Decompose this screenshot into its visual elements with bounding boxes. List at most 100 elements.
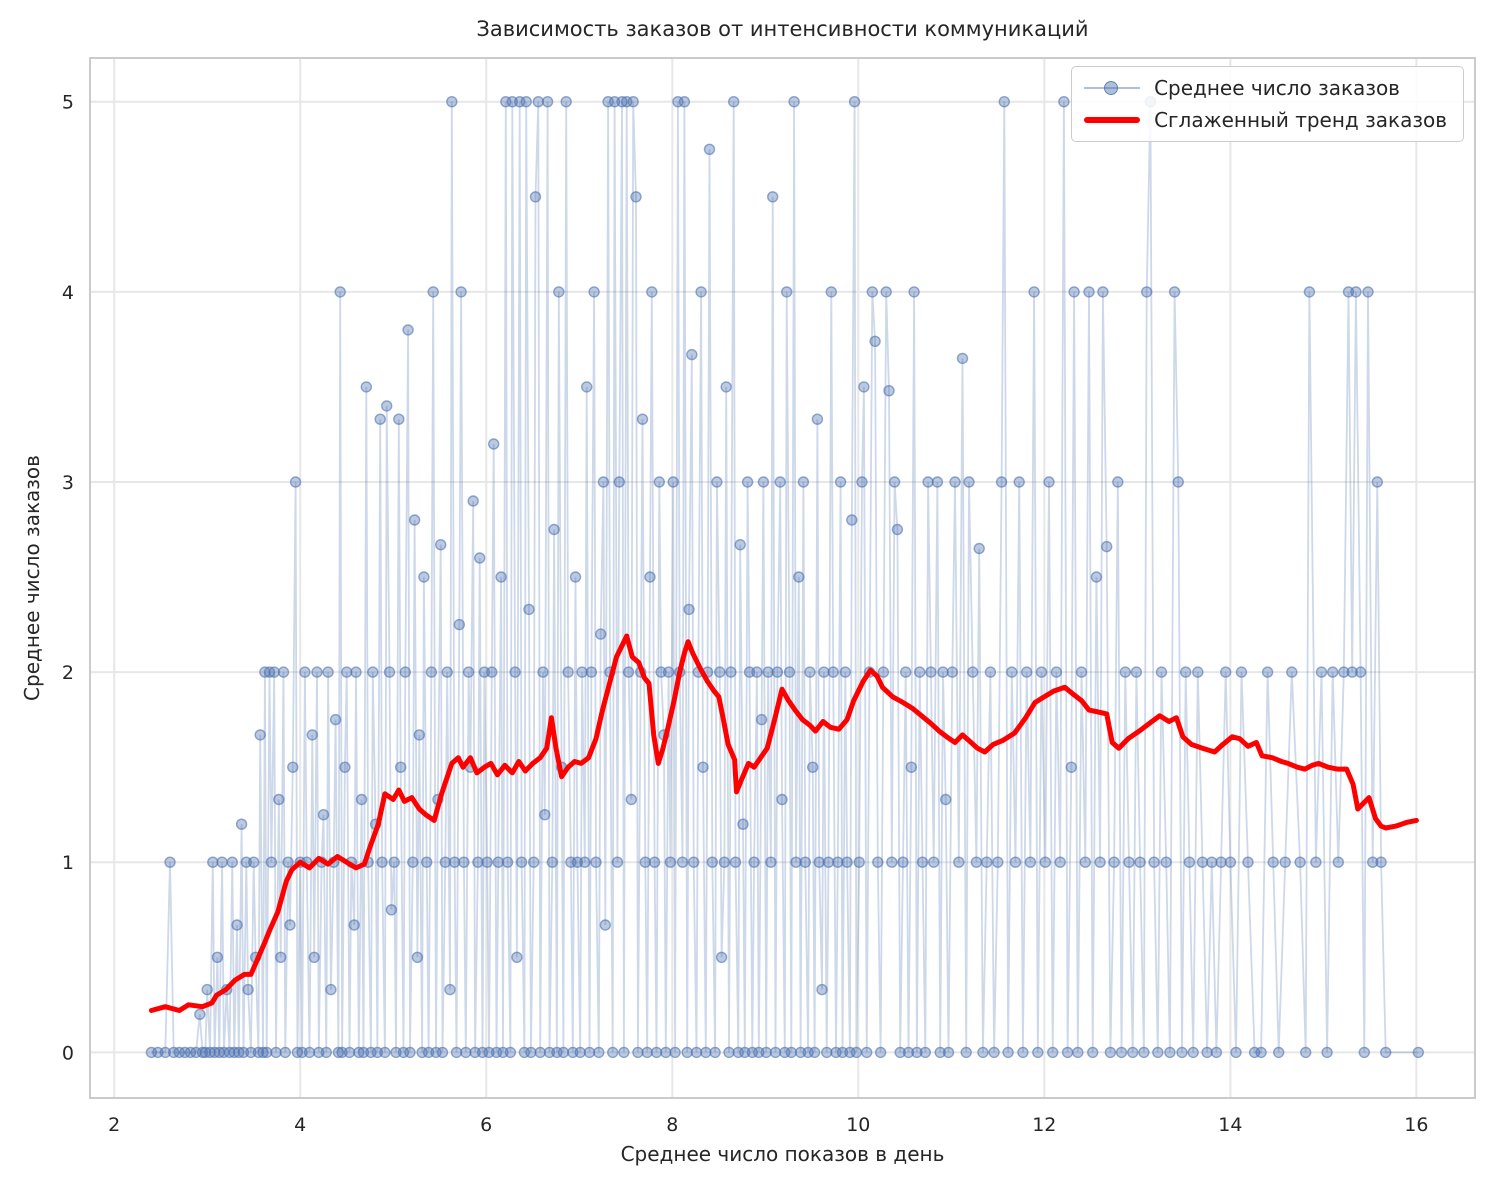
- scatter-point: [1255, 1046, 1267, 1059]
- scatter-point: [992, 856, 1004, 868]
- scatter-point: [639, 856, 651, 868]
- scatter-point: [1130, 666, 1143, 678]
- scatter-point: [553, 286, 565, 298]
- x-tick-label: 14: [1218, 1114, 1242, 1136]
- scatter-point: [1046, 1046, 1059, 1059]
- y-tick-label: 1: [62, 852, 74, 874]
- scatter-point: [560, 95, 572, 108]
- scatter-point: [1358, 1046, 1371, 1059]
- scatter-point: [441, 666, 453, 678]
- scatter-point: [925, 666, 937, 678]
- scatter-point: [973, 542, 985, 555]
- scatter-point: [1183, 856, 1196, 868]
- scatter-point: [1224, 856, 1237, 868]
- scatter-point: [1350, 286, 1362, 298]
- scatter-point: [1332, 856, 1345, 868]
- scatter-point: [821, 1046, 833, 1059]
- scatter-point: [537, 666, 549, 678]
- scatter-point: [660, 1046, 672, 1059]
- scatter-point: [1201, 1046, 1213, 1059]
- scatter-point: [942, 1046, 955, 1059]
- scatter-point: [1379, 1046, 1392, 1059]
- scatter-point: [808, 1046, 821, 1059]
- scatter-point: [247, 856, 260, 868]
- x-tick-label: 4: [294, 1114, 306, 1136]
- scatter-point: [1242, 856, 1254, 868]
- scatter-point: [284, 919, 296, 931]
- scatter-point: [164, 856, 176, 868]
- scatter-point: [703, 143, 716, 156]
- scatter-point: [622, 666, 635, 678]
- scatter-point: [407, 856, 419, 868]
- scatter-point: [216, 856, 228, 868]
- scatter-point: [1168, 286, 1181, 298]
- scatter-point: [439, 856, 451, 868]
- scatter-point: [869, 335, 881, 347]
- scatter-point: [627, 95, 639, 108]
- scatter-point: [455, 286, 467, 298]
- scatter-point: [231, 919, 243, 931]
- scatter-point: [329, 713, 342, 726]
- scatter-point: [880, 286, 892, 298]
- scatter-point: [1104, 1046, 1117, 1059]
- scatter-point: [897, 856, 909, 868]
- scatter-point: [1192, 666, 1204, 678]
- scatter-point: [664, 856, 677, 868]
- scatter-point: [381, 400, 393, 412]
- scatter-point: [388, 856, 400, 868]
- scatter-point: [853, 856, 865, 868]
- scatter-point: [1083, 286, 1095, 298]
- scatter-point: [967, 666, 979, 678]
- scatter-point: [211, 951, 224, 963]
- scatter-point: [277, 666, 290, 678]
- scatter-point: [922, 476, 934, 488]
- scatter-point: [1108, 856, 1120, 868]
- scatter-point: [1176, 1046, 1188, 1059]
- scatter-point: [1054, 856, 1066, 868]
- scatter-point: [436, 1046, 449, 1059]
- scatter-point: [1261, 666, 1274, 678]
- scatter-point: [919, 1046, 931, 1059]
- scatter-point: [1155, 666, 1168, 678]
- plot-border: [89, 57, 1476, 1099]
- scatter-point: [1140, 286, 1153, 298]
- scatter-point: [998, 95, 1010, 108]
- scatter-point: [748, 856, 760, 868]
- scatter-point: [393, 413, 405, 425]
- scatter-point: [1160, 856, 1172, 868]
- scatter-point: [1412, 1046, 1425, 1059]
- scatter-point: [332, 1046, 345, 1059]
- scatter-point: [848, 95, 861, 108]
- scatter-point: [1230, 1046, 1242, 1059]
- scatter-point: [846, 514, 858, 526]
- scatter-point: [832, 856, 844, 868]
- scatter-point: [421, 856, 433, 868]
- scatter-point: [618, 1046, 630, 1059]
- scatter-point: [383, 666, 396, 678]
- scatter-point: [444, 983, 456, 996]
- x-tick-label: 2: [108, 1114, 120, 1136]
- scatter-point: [579, 856, 591, 868]
- scatter-point: [653, 476, 665, 488]
- scatter-point: [1043, 476, 1055, 488]
- scatter-point: [683, 603, 695, 616]
- scatter-point: [1371, 476, 1384, 488]
- scatter-point: [774, 476, 786, 488]
- scatter-point: [900, 666, 912, 678]
- scatter-point: [450, 1046, 463, 1059]
- scatter-point: [360, 381, 372, 393]
- scatter-point: [546, 856, 558, 868]
- scatter-point: [1017, 1046, 1029, 1059]
- scatter-point: [1068, 286, 1080, 298]
- scatter-point: [783, 666, 796, 678]
- scatter-point: [641, 1046, 653, 1059]
- scatter-point: [1354, 666, 1367, 678]
- scatter-point: [797, 476, 810, 488]
- scatter-point: [1100, 540, 1113, 553]
- scatter-point: [839, 666, 851, 678]
- scatter-point: [1126, 1046, 1139, 1059]
- scatter-point: [495, 571, 507, 583]
- scatter-point: [1346, 666, 1358, 678]
- legend-item-scatter: Среднее число заказов: [1084, 75, 1447, 101]
- scatter-point: [1035, 666, 1048, 678]
